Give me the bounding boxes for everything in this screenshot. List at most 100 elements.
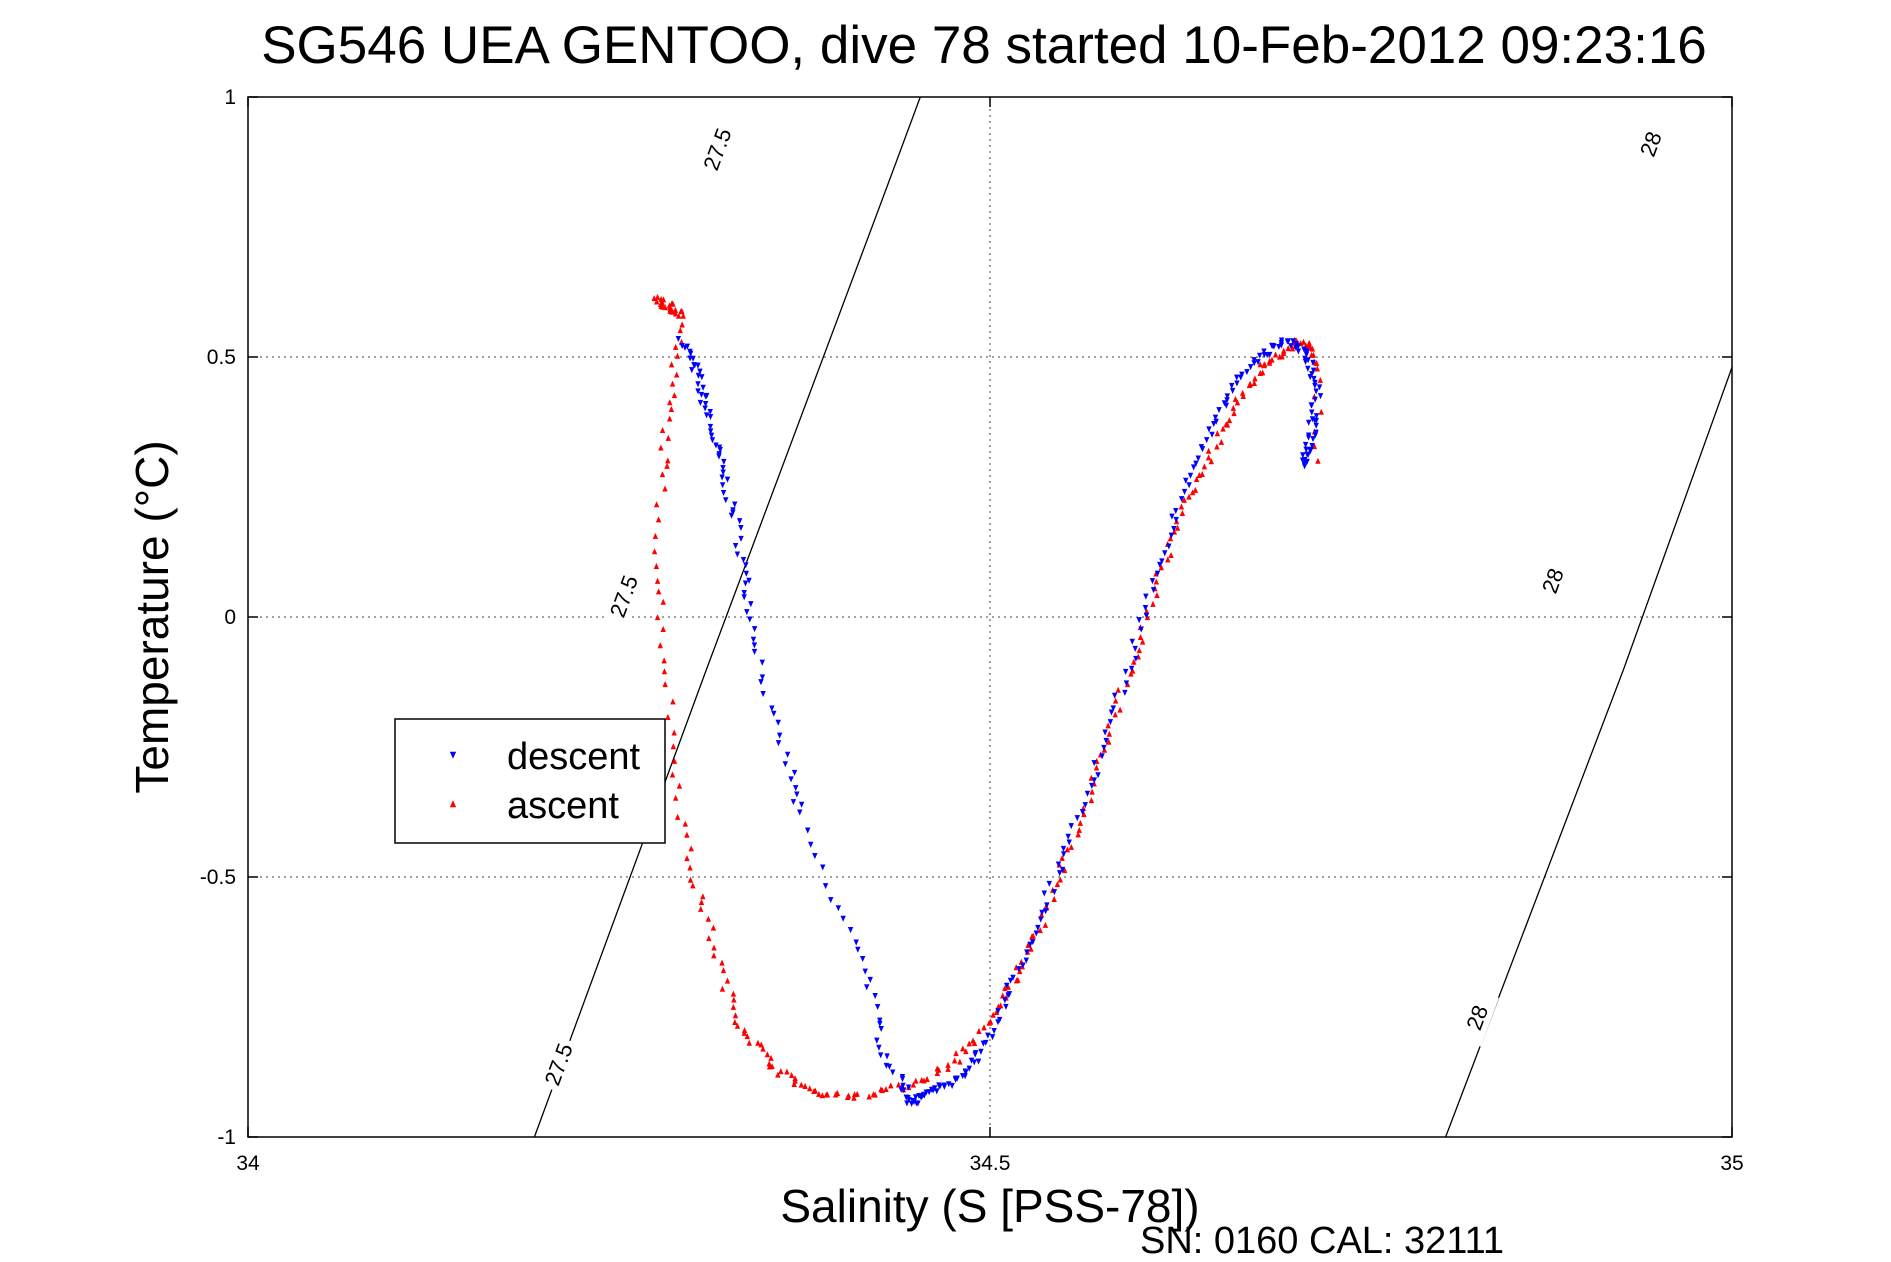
descent-point	[1099, 753, 1105, 760]
descent-point	[1206, 426, 1212, 433]
contour-label-bg	[694, 119, 740, 179]
ascent-point	[720, 967, 727, 974]
ascent-point	[910, 1081, 917, 1088]
descent-point	[758, 679, 764, 686]
descent-point	[1065, 833, 1071, 840]
descent-point	[1091, 777, 1097, 784]
ascent-point	[1257, 361, 1263, 368]
ascent-point	[682, 820, 689, 827]
descent-point	[1007, 977, 1014, 984]
ascent-point	[1315, 457, 1321, 464]
descent-point	[949, 1082, 955, 1089]
descent-point	[744, 609, 750, 616]
descent-point	[1084, 790, 1091, 797]
ascent-point	[924, 1075, 930, 1082]
descent-point	[1309, 371, 1315, 378]
ascent-point	[1037, 927, 1043, 934]
descent-point	[723, 497, 729, 504]
descent-point	[1285, 338, 1292, 345]
descent-point	[1110, 705, 1117, 712]
ascent-point	[711, 952, 717, 959]
ascent-point	[934, 1069, 941, 1076]
ascent-point	[919, 1076, 925, 1083]
descent-point	[980, 1040, 987, 1047]
descent-point	[1312, 382, 1318, 389]
descent-point	[1288, 343, 1294, 350]
ascent-point	[662, 304, 668, 311]
ascent-point	[798, 1081, 805, 1088]
descent-point	[1079, 809, 1086, 816]
descent-point	[1195, 455, 1201, 462]
descent-point	[689, 367, 695, 374]
descent-point	[1193, 460, 1199, 467]
ascent-point	[673, 371, 680, 378]
descent-point	[1190, 464, 1197, 471]
descent-point	[867, 976, 873, 983]
descent-point	[1311, 417, 1318, 424]
ascent-point	[1064, 846, 1071, 853]
isopycnal-line	[1444, 367, 1733, 1138]
ascent-point	[668, 405, 675, 412]
descent-point	[1157, 561, 1163, 568]
descent-point	[1111, 692, 1118, 699]
ascent-point	[1266, 357, 1273, 364]
ascent-point	[945, 1061, 951, 1068]
ascent-point	[730, 990, 737, 997]
descent-point	[941, 1083, 948, 1090]
descent-point	[1234, 374, 1240, 381]
descent-point	[713, 442, 719, 449]
ascent-point	[1117, 706, 1123, 713]
descent-point	[1030, 939, 1036, 946]
descent-point	[1221, 400, 1228, 407]
descent-point	[995, 1008, 1001, 1015]
ascent-point	[1318, 408, 1324, 415]
ascent-point	[670, 698, 676, 705]
ascent-point	[665, 713, 671, 720]
ascent-point	[934, 1065, 940, 1072]
descent-point	[1309, 409, 1315, 416]
ascent-point	[812, 1087, 818, 1094]
ascent-point	[866, 1093, 872, 1100]
ascent-point	[758, 1041, 764, 1048]
ascent-point	[671, 757, 678, 764]
contour-label-bg	[601, 566, 646, 626]
ascent-point	[1093, 764, 1100, 771]
descent-point	[1041, 890, 1048, 897]
ascent-point	[1193, 476, 1200, 483]
descent-point	[874, 1037, 880, 1044]
legend-box	[394, 718, 666, 844]
descent-point	[1173, 516, 1179, 523]
descent-point	[790, 799, 797, 806]
ascent-point	[680, 312, 686, 319]
ascent-point	[653, 562, 660, 569]
descent-point	[1168, 532, 1175, 539]
y-tick-label: -0.5	[200, 866, 236, 889]
ascent-point	[760, 1045, 766, 1052]
ascent-point	[665, 434, 672, 441]
descent-point	[1154, 570, 1161, 577]
descent-point	[1122, 689, 1128, 696]
descent-point	[1312, 432, 1319, 439]
descent-point	[797, 809, 803, 816]
y-tick-label: 0.5	[207, 346, 236, 369]
descent-point	[1276, 344, 1282, 351]
ascent-point	[1247, 380, 1253, 387]
descent-point	[707, 408, 713, 416]
ascent-point	[1308, 351, 1315, 358]
ascent-point	[981, 1024, 987, 1031]
ascent-point	[668, 361, 675, 368]
descent-point	[1186, 482, 1192, 489]
ascent-point	[659, 471, 666, 478]
descent-point	[1162, 550, 1168, 557]
ascent-point	[1153, 578, 1160, 585]
ascent-point	[698, 898, 705, 905]
ascent-point	[1261, 361, 1268, 368]
ascent-point	[807, 1085, 813, 1092]
y-tick-label: -1	[217, 1126, 236, 1149]
ascent-point	[1317, 376, 1324, 383]
ascent-point	[1201, 463, 1208, 470]
descent-point	[1244, 369, 1250, 376]
ascent-point	[1115, 686, 1121, 693]
descent-point	[702, 393, 709, 400]
x-tick-label: 35	[1720, 1152, 1743, 1175]
